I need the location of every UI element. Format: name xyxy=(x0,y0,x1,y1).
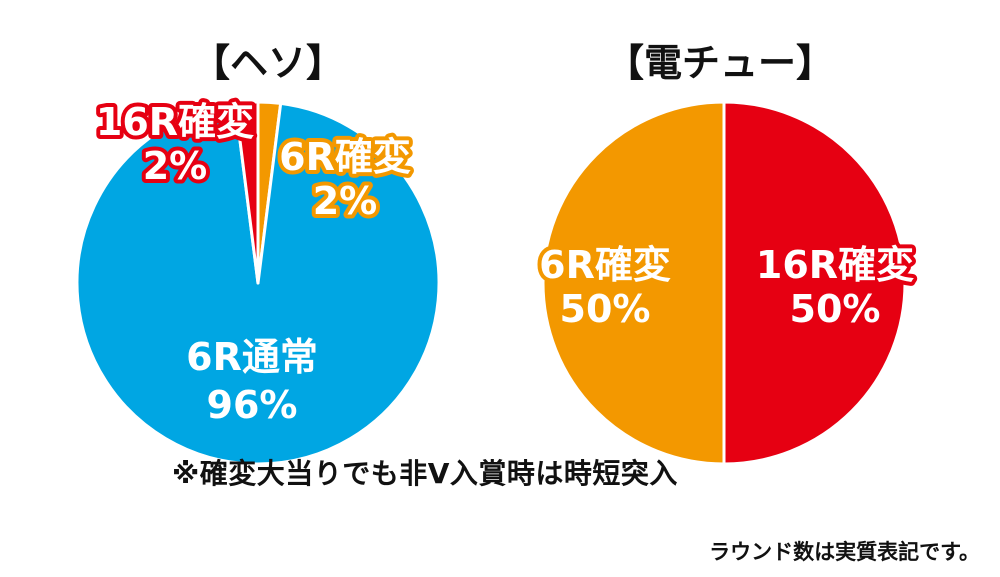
footer-text: ラウンド数は実質表記です。 xyxy=(709,540,980,564)
slice-label-1-3: 16R確変 xyxy=(96,100,254,144)
slice-percent-1-2: 96% xyxy=(207,383,298,427)
slice-label-1-2: 6R通常 xyxy=(186,335,318,379)
slice-percent-2-1: 50% xyxy=(790,287,881,331)
slice-percent-1-1: 2% xyxy=(313,179,378,223)
chart-title-1: 【ヘソ】 xyxy=(192,41,344,85)
slice-label-2-2: 6R確変 xyxy=(539,243,671,287)
note-text: ※確変大当りでも非V入賞時は時短突入 xyxy=(172,457,678,490)
slice-percent-2-2: 50% xyxy=(560,287,651,331)
chart-title-2: 【電チュー】 xyxy=(606,41,834,85)
slice-label-2-1: 16R確変 xyxy=(756,243,914,287)
slice-percent-1-3: 2% xyxy=(143,144,208,188)
pie-slice-1-3 xyxy=(233,100,260,285)
slice-label-1-1: 6R確変 xyxy=(279,135,411,179)
pie-slice-2-1 xyxy=(722,100,907,466)
pie-slice-2-2 xyxy=(541,100,726,466)
